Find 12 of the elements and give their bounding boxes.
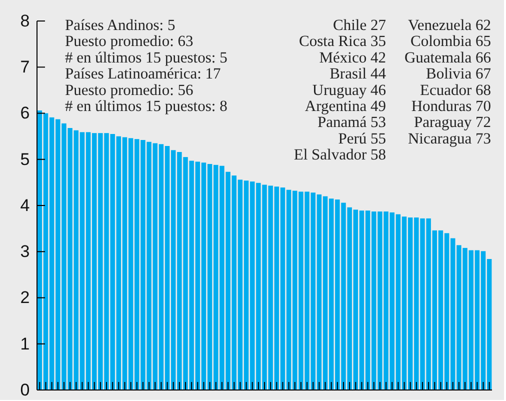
y-tick-label: 3 [20, 242, 30, 262]
y-tick-label: 2 [20, 288, 30, 308]
y-tick-label: 7 [20, 58, 30, 77]
y-tick-label: 8 [20, 11, 30, 30]
text: Chile 27 Costa Rica 35 México 42 Brasil 44 Uruguay 46 Argentina 49 Panamá 53 Perú 55 El Salvador 58 [294, 17, 386, 164]
y-tick-label: 5 [20, 150, 30, 169]
annotation: Venezuela 62 Colombia 65 Guatemala 66 Bolivia 67 Ecuador 68 Honduras 70 Paraguay 72 Nicaragua 73 [404, 17, 492, 148]
annotation: Países Andinos: 5 Puesto promedio: 63 # en últimos 15 puestos: 5 Países Latinoamérica: 17 Puesto promedio: 56 # en últimos 15 puestos: 8 [65, 17, 228, 115]
y-tick-label: 1 [20, 334, 30, 354]
y-tick-label: 0 [20, 380, 30, 400]
y-tick-label: 6 [20, 104, 30, 123]
y-tick-label: 4 [20, 196, 30, 215]
